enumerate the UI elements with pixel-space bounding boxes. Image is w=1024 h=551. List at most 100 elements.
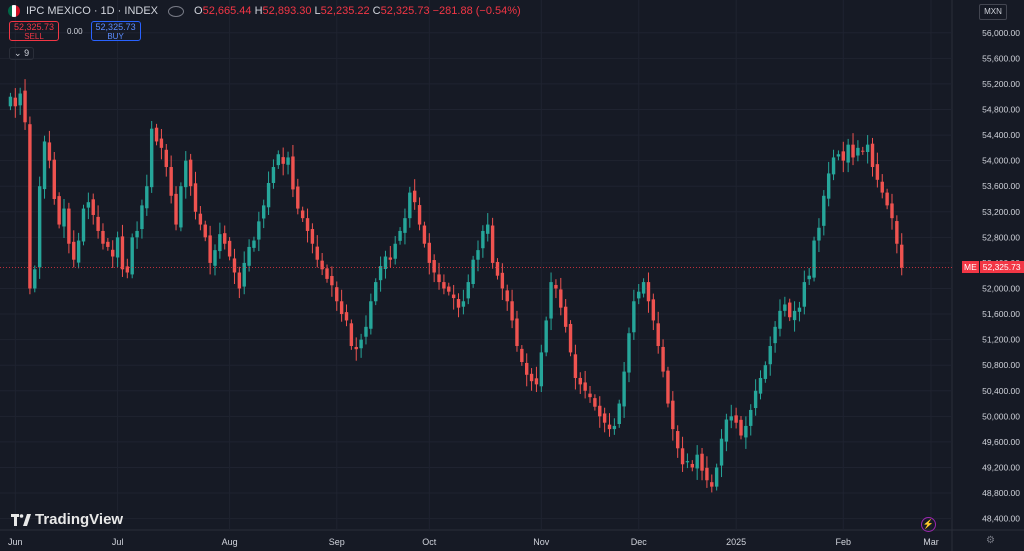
- candle-body: [101, 230, 105, 244]
- candle-body: [47, 142, 52, 161]
- candlestick-series: [8, 79, 904, 493]
- candle-body: [622, 371, 626, 407]
- candle-body: [817, 227, 821, 241]
- candle-body: [8, 96, 13, 107]
- candle-body: [788, 302, 792, 318]
- candle-body: [417, 205, 422, 225]
- candle-body: [559, 289, 563, 308]
- candle-body: [495, 261, 500, 276]
- candle-body: [510, 301, 514, 321]
- candle-body: [476, 250, 480, 260]
- candle-body: [115, 237, 120, 258]
- candle-body: [408, 192, 412, 219]
- time-tick-label: 2025: [726, 537, 746, 547]
- candle-body: [729, 416, 733, 421]
- candle-body: [242, 262, 246, 287]
- candle-body: [339, 301, 344, 315]
- candle-body: [393, 243, 397, 259]
- time-tick-label: Jun: [8, 537, 23, 547]
- candle-body: [57, 196, 61, 225]
- time-axis[interactable]: Jun Jul Aug Sep Oct Nov Dec 2025 Feb Mar: [8, 537, 939, 547]
- buy-button[interactable]: 52,325.73 BUY: [90, 21, 141, 41]
- price-tick-label: 51,200.00: [982, 335, 1020, 345]
- price-tick-label: 49,600.00: [982, 437, 1020, 447]
- candle-body: [281, 157, 285, 164]
- candle-body: [486, 224, 490, 234]
- spread-value: 0.00: [67, 26, 83, 36]
- candle-body: [895, 221, 899, 244]
- eye-icon[interactable]: [168, 5, 185, 17]
- candle-body: [826, 173, 831, 199]
- gear-icon[interactable]: ⚙: [986, 535, 995, 546]
- candle-body: [549, 282, 553, 319]
- candle-body: [432, 260, 436, 273]
- candle-body: [880, 181, 884, 193]
- candle-body: [23, 90, 27, 123]
- candle-body: [369, 301, 373, 329]
- candle-body: [247, 246, 251, 266]
- candle-body: [291, 156, 295, 190]
- candle-body: [145, 186, 149, 209]
- candle-body: [666, 370, 670, 404]
- candle-body: [875, 164, 880, 180]
- candle-body: [286, 157, 290, 165]
- candle-body: [76, 240, 81, 263]
- candle-body: [719, 438, 724, 466]
- candle-body: [261, 205, 266, 219]
- candle-body: [466, 282, 470, 299]
- price-tick-label: 55,200.00: [982, 79, 1020, 89]
- time-tick-label: Aug: [222, 537, 238, 547]
- price-tick-label: 48,400.00: [982, 514, 1020, 524]
- candle-body: [213, 250, 217, 266]
- time-tick-label: Oct: [422, 537, 437, 547]
- candle-body: [37, 186, 42, 268]
- price-tick-label: 54,800.00: [982, 104, 1020, 114]
- price-axis[interactable]: 56,000.00 55,600.00 55,200.00 54,800.00 54,4…: [982, 28, 1020, 524]
- time-tick-label: Dec: [631, 537, 648, 547]
- candle-body: [675, 431, 680, 449]
- candle-body: [573, 354, 578, 378]
- candle-body: [749, 409, 753, 426]
- candle-body: [851, 144, 855, 158]
- candle-body: [72, 241, 76, 260]
- candle-body: [525, 362, 529, 375]
- candle-body: [661, 346, 665, 372]
- candle-body: [461, 301, 466, 307]
- candle-body: [822, 195, 826, 226]
- symbol-legend: IPC MEXICO · 1D · INDEX O52,665.44 H52,8…: [8, 5, 521, 17]
- indicators-toggle[interactable]: ⌄ 9: [9, 47, 35, 60]
- currency-selector[interactable]: MXN: [979, 4, 1007, 20]
- tradingview-logo[interactable]: TradingView: [11, 511, 123, 528]
- candle-body: [91, 199, 95, 215]
- candle-body: [203, 224, 207, 238]
- candle-body: [33, 269, 37, 289]
- candle-body: [135, 230, 139, 238]
- candle-body: [583, 382, 587, 391]
- candle-body: [42, 141, 47, 190]
- candle-body: [223, 233, 227, 244]
- candle-body: [593, 398, 597, 407]
- price-tick-label: 56,000.00: [982, 28, 1020, 38]
- candle-body: [237, 272, 242, 289]
- candle-body: [841, 151, 845, 161]
- candle-body: [120, 236, 125, 270]
- sell-button[interactable]: 52,325.73 SELL: [9, 21, 59, 41]
- ohlc-values: O52,665.44 H52,893.30 L52,235.22 C52,325…: [194, 5, 521, 17]
- candle-body: [836, 154, 841, 157]
- candle-body: [578, 377, 582, 385]
- candle-body: [442, 282, 446, 289]
- candle-body: [305, 218, 310, 231]
- bolt-icon[interactable]: ⚡: [921, 517, 936, 532]
- candle-body: [140, 205, 144, 230]
- candle-body: [232, 258, 237, 273]
- candle-body: [529, 373, 534, 382]
- symbol-title[interactable]: IPC MEXICO · 1D · INDEX: [26, 5, 159, 17]
- candle-body: [296, 186, 300, 209]
- tradingview-logo-icon: [11, 513, 31, 526]
- candle-body: [374, 282, 378, 302]
- candle-body: [505, 290, 509, 302]
- candle-body: [831, 157, 836, 175]
- chevron-down-icon: ⌄: [14, 48, 22, 58]
- candle-body: [266, 183, 271, 208]
